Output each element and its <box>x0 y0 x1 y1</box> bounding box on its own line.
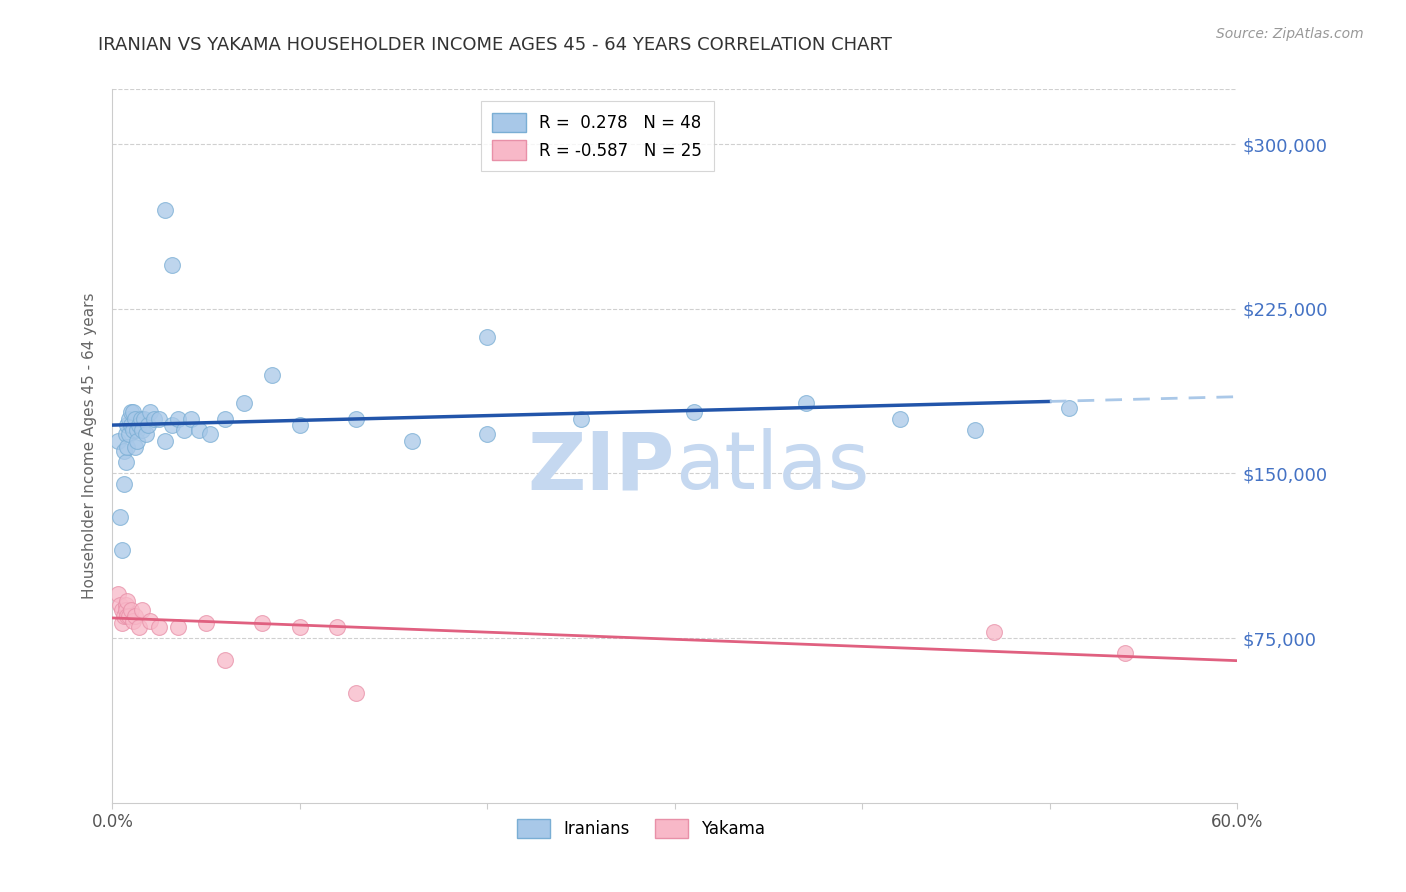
Point <box>252 615 274 630</box>
Point <box>125 423 148 437</box>
Point <box>148 411 170 425</box>
Point <box>117 609 139 624</box>
Point <box>125 434 148 448</box>
Point <box>112 444 135 458</box>
Point <box>162 258 184 272</box>
Point <box>682 405 704 419</box>
Point <box>889 411 911 425</box>
Point <box>180 411 202 425</box>
Point <box>135 426 157 441</box>
Point <box>794 396 817 410</box>
Point <box>120 602 142 616</box>
Point <box>124 411 146 425</box>
Point <box>122 423 145 437</box>
Point <box>344 411 367 425</box>
Point <box>1057 401 1080 415</box>
Point <box>983 624 1005 639</box>
Point <box>129 411 152 425</box>
Point <box>118 609 141 624</box>
Point <box>111 543 134 558</box>
Point <box>477 330 499 344</box>
Point <box>114 426 136 441</box>
Text: atlas: atlas <box>675 428 869 507</box>
Point <box>114 598 136 612</box>
Point <box>107 434 129 448</box>
Point <box>198 426 221 441</box>
Point <box>124 609 146 624</box>
Point <box>569 411 592 425</box>
Point <box>288 620 311 634</box>
Point <box>112 477 135 491</box>
Text: IRANIAN VS YAKAMA HOUSEHOLDER INCOME AGES 45 - 64 YEARS CORRELATION CHART: IRANIAN VS YAKAMA HOUSEHOLDER INCOME AGE… <box>98 36 893 54</box>
Point <box>136 418 159 433</box>
Point <box>1114 647 1136 661</box>
Point <box>326 620 349 634</box>
Point <box>111 615 134 630</box>
Point <box>344 686 367 700</box>
Point <box>128 418 150 433</box>
Point <box>214 653 236 667</box>
Point <box>153 434 176 448</box>
Point <box>401 434 423 448</box>
Point <box>108 510 131 524</box>
Point <box>134 411 156 425</box>
Point <box>108 598 131 612</box>
Point <box>107 587 129 601</box>
Point <box>114 455 136 469</box>
Point <box>120 405 142 419</box>
Point <box>288 418 311 433</box>
Point <box>122 614 145 628</box>
Point <box>167 411 190 425</box>
Point <box>124 440 146 454</box>
Point <box>153 202 176 217</box>
Point <box>117 440 139 454</box>
Point <box>142 411 165 425</box>
Point <box>148 620 170 634</box>
Point <box>122 405 145 419</box>
Point <box>173 423 195 437</box>
Point <box>112 609 135 624</box>
Point <box>187 423 209 437</box>
Y-axis label: Householder Income Ages 45 - 64 years: Householder Income Ages 45 - 64 years <box>82 293 97 599</box>
Point <box>118 426 141 441</box>
Point <box>117 418 139 433</box>
Point <box>214 411 236 425</box>
Point <box>117 594 139 608</box>
Point <box>114 602 136 616</box>
Point <box>131 423 153 437</box>
Legend: Iranians, Yakama: Iranians, Yakama <box>510 812 772 845</box>
Point <box>167 620 190 634</box>
Point <box>128 620 150 634</box>
Text: ZIP: ZIP <box>527 428 675 507</box>
Point <box>232 396 254 410</box>
Point <box>260 368 283 382</box>
Text: Source: ZipAtlas.com: Source: ZipAtlas.com <box>1216 27 1364 41</box>
Point <box>131 602 153 616</box>
Point <box>139 614 162 628</box>
Point <box>963 423 986 437</box>
Point <box>162 418 184 433</box>
Point <box>477 426 499 441</box>
Point <box>118 411 141 425</box>
Point <box>120 418 142 433</box>
Point <box>111 602 134 616</box>
Point <box>195 615 218 630</box>
Point <box>139 405 162 419</box>
